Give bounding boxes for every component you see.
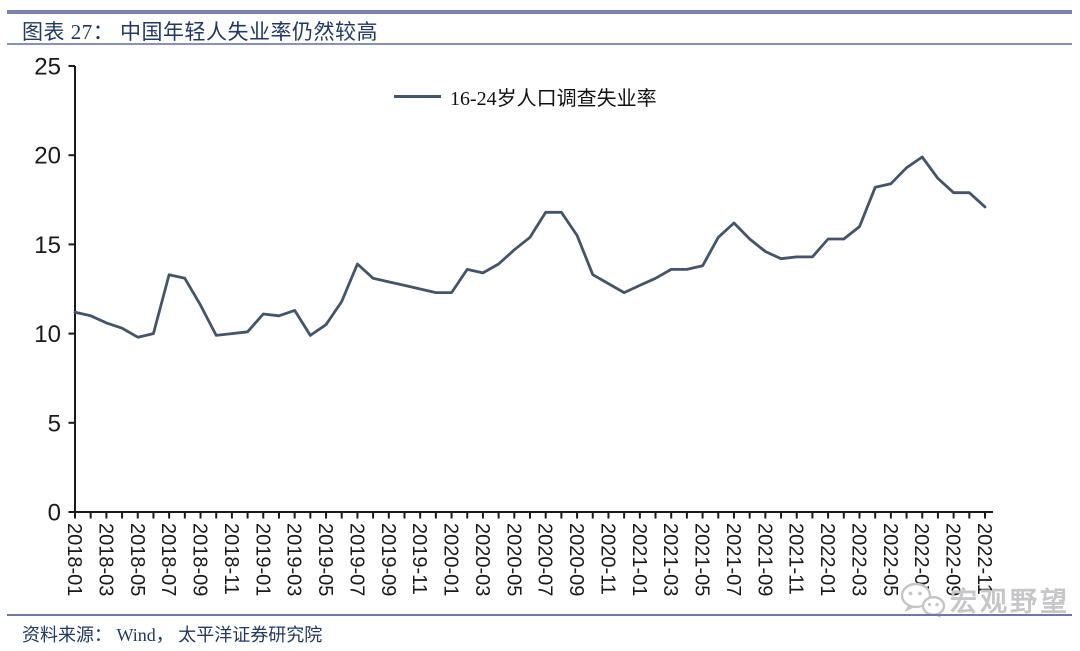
legend-line-sample: [394, 95, 441, 98]
x-tick-label: 2021-03: [659, 523, 681, 596]
x-tick-label: 2018-11: [220, 523, 242, 595]
x-tick-label: 2018-05: [126, 523, 148, 596]
legend: 16-24岁人口调查失业率: [394, 82, 657, 111]
x-tick-label: 2019-01: [251, 523, 273, 596]
x-tick-label: 2019-03: [283, 523, 305, 596]
x-tick-label: 2022-01: [816, 523, 838, 596]
legend-label: 16-24岁人口调查失业率: [450, 88, 657, 110]
top-rule: [7, 10, 1072, 14]
x-tick-label: 2022-05: [879, 523, 901, 596]
x-tick-label: 2020-07: [534, 523, 556, 596]
x-tick-label: 2021-01: [628, 523, 650, 596]
y-tick-label: 20: [34, 143, 61, 170]
y-tick-label: 0: [48, 500, 61, 527]
figure-title: 图表 27： 中国年轻人失业率仍然较高: [22, 20, 378, 44]
watermark: 宏观野望: [898, 580, 1070, 619]
x-tick-label: 2019-09: [377, 523, 399, 596]
x-tick-label: 2020-05: [502, 523, 524, 596]
x-tick-label: 2021-09: [753, 523, 775, 596]
x-tick-label: 2022-11: [973, 523, 995, 595]
title-underline-rule: [7, 43, 1072, 45]
x-tick-label: 2021-05: [691, 523, 713, 596]
y-tick-label: 10: [34, 321, 61, 348]
y-tick-label: 15: [34, 232, 61, 259]
bottom-rule: [7, 614, 1072, 616]
x-tick-label: 2019-07: [345, 523, 367, 596]
x-tick-label: 2018-09: [189, 523, 211, 596]
x-tick-label: 2022-03: [847, 523, 869, 596]
x-tick-label: 2019-05: [314, 523, 336, 596]
x-tick-label: 2018-01: [63, 523, 85, 596]
x-tick-label: 2020-09: [565, 523, 587, 596]
x-tick-label: 2018-03: [94, 523, 116, 596]
x-tick-label: 2020-11: [596, 523, 618, 595]
x-tick-label: 2022-09: [942, 523, 964, 596]
series-line: [73, 155, 987, 339]
wechat-icon: [900, 582, 946, 618]
x-tick-label: 2018-07: [157, 523, 179, 596]
watermark-text: 宏观野望: [950, 587, 1070, 617]
x-tick-label: 2020-01: [440, 523, 462, 596]
x-tick-label: 2021-07: [722, 523, 744, 596]
y-tick-label: 5: [48, 410, 61, 437]
source-note: 资料来源： Wind， 太平洋证券研究院: [22, 625, 323, 645]
x-tick-label: 2019-11: [408, 523, 430, 595]
y-tick-label: 25: [34, 54, 61, 81]
x-tick-label: 2020-03: [471, 523, 493, 596]
x-tick-label: 2021-11: [785, 523, 807, 595]
x-tick-label: 2022-07: [910, 523, 932, 596]
